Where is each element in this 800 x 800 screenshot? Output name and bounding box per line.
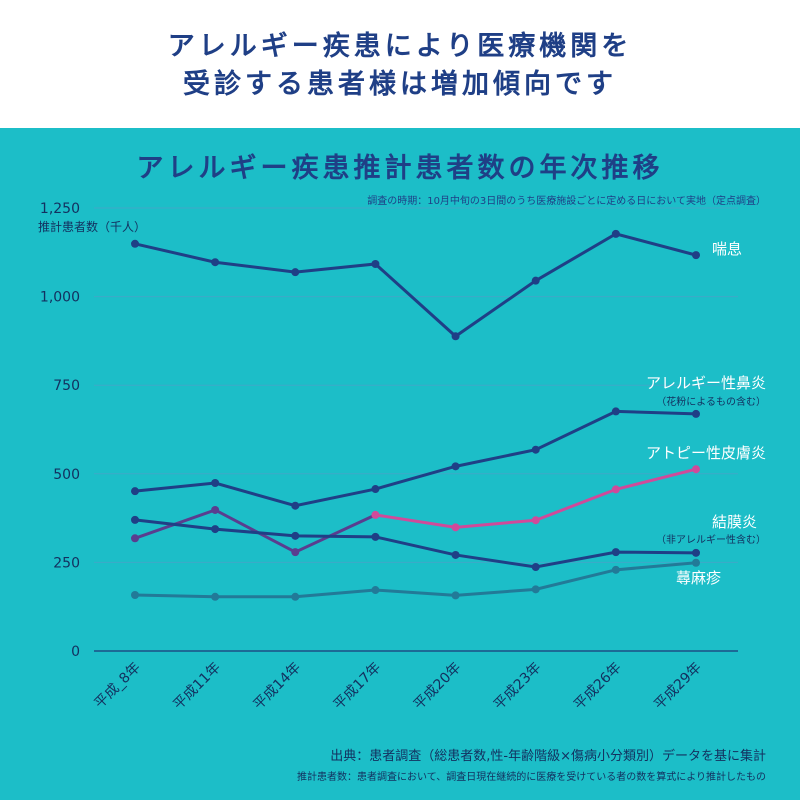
data-point	[371, 485, 380, 494]
data-point	[211, 479, 220, 488]
data-point	[131, 534, 139, 543]
data-point	[371, 510, 380, 519]
series-label: 蕁麻疹	[676, 569, 721, 587]
data-point	[291, 268, 300, 277]
data-point	[531, 276, 540, 285]
data-point	[692, 251, 700, 260]
data-point	[692, 465, 700, 474]
data-point	[611, 548, 620, 557]
data-point	[451, 550, 460, 559]
data-point	[451, 591, 460, 600]
series-label: アレルギー性鼻炎	[646, 374, 766, 392]
x-tick-label: 平成23年	[491, 660, 545, 714]
definition-note: 推計患者数：患者調査において、調査日現在継続的に医療を受けている者の数を算式によ…	[297, 772, 766, 783]
series-sublabel: （非アレルギー性含む）	[656, 533, 766, 546]
x-tick-label: 平成26年	[571, 660, 625, 714]
chart-title: アレルギー疾患推計患者数の年次推移	[136, 153, 664, 184]
y-axis-label: 推計患者数（千人）	[38, 220, 147, 234]
data-point	[611, 565, 620, 574]
data-point	[611, 229, 620, 238]
source-note: 出典：患者調査（総患者数,性-年齢階級×傷病小分類別）データを基に集計	[330, 749, 766, 764]
data-point	[211, 505, 220, 514]
series-line	[134, 518, 697, 569]
y-tick-label: 0	[71, 644, 80, 660]
x-tick-label: 平成14年	[250, 660, 304, 714]
data-point	[291, 592, 300, 601]
data-point	[211, 592, 220, 601]
x-tick-label: 平成20年	[411, 660, 465, 714]
x-tick-label: 平成29年	[651, 660, 705, 714]
data-point	[131, 515, 139, 524]
data-point	[291, 548, 300, 557]
header-line-2: 受診する患者様は増加傾向です	[183, 69, 617, 100]
series-label: 結膜炎	[712, 513, 757, 531]
data-point	[131, 591, 139, 600]
data-point	[371, 586, 380, 595]
data-point	[451, 462, 460, 471]
x-tick-label: 平成_8年	[92, 660, 144, 712]
data-point	[451, 523, 460, 532]
data-point	[692, 558, 700, 567]
data-point	[291, 501, 300, 510]
data-point	[531, 445, 540, 454]
y-tick-label: 500	[53, 467, 80, 483]
survey-timing-note: 調査の時期：10月中旬の3日間のうち医療施設ごとに定める日において実地（定点調査…	[367, 196, 766, 207]
data-point	[291, 531, 300, 540]
data-point	[692, 548, 700, 557]
data-point	[611, 407, 620, 416]
series-sublabel: （花粉によるもの含む）	[656, 395, 766, 408]
data-point	[371, 532, 380, 541]
data-point	[131, 487, 139, 496]
series-line	[134, 232, 697, 339]
series-line	[134, 561, 697, 599]
data-point	[531, 563, 540, 572]
series-line	[134, 409, 697, 508]
data-point	[211, 525, 220, 534]
data-point	[531, 516, 540, 525]
data-point	[451, 332, 460, 341]
header-line-1: アレルギー疾患により医療機関を	[167, 31, 633, 62]
y-tick-label: 1,000	[40, 290, 80, 306]
y-tick-label: 1,250	[40, 201, 80, 217]
y-tick-label: 250	[53, 555, 80, 571]
chart-panel	[0, 128, 800, 800]
series-label: 喘息	[712, 240, 742, 258]
y-tick-label: 750	[53, 378, 80, 394]
data-point	[211, 258, 220, 267]
data-point	[692, 409, 700, 418]
page-header: アレルギー疾患により医療機関を 受診する患者様は増加傾向です	[0, 0, 800, 128]
x-tick-label: 平成11年	[170, 660, 224, 714]
x-tick-label: 平成17年	[331, 660, 385, 714]
series-label: アトピー性皮膚炎	[646, 444, 766, 462]
data-point	[611, 485, 620, 494]
data-point	[531, 585, 540, 594]
data-point	[131, 239, 139, 248]
data-point	[371, 259, 380, 268]
